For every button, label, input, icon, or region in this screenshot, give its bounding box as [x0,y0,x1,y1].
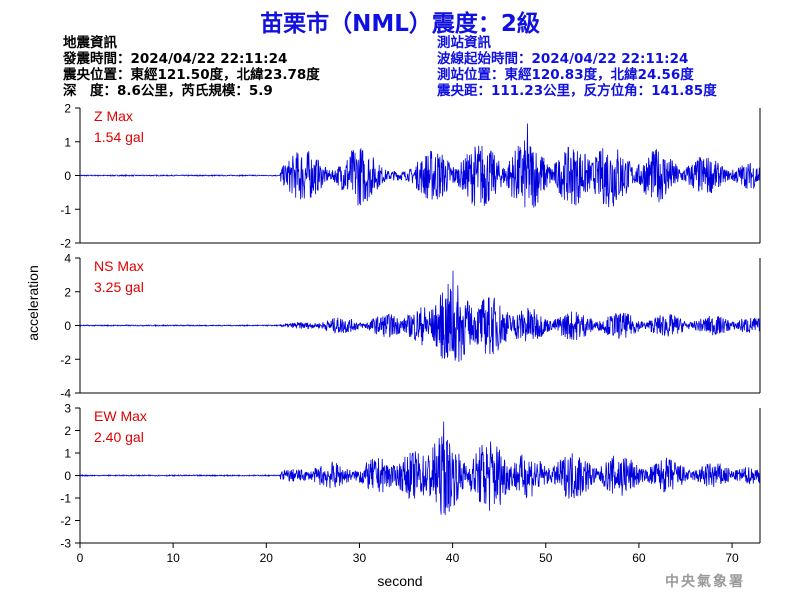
panel-EW-ytick-label: -2 [60,514,71,528]
agency-name: 中央氣象署 [665,574,745,590]
panel-EW-max-label: EW Max [94,408,147,424]
panel-EW-waveform [79,421,760,515]
panel-Z-waveform [79,123,760,208]
panel-EW-ytick-label: 1 [64,447,71,461]
panel-EW-ytick-label: 2 [64,424,71,438]
earthquake-info-heading: 地震資訊 [63,35,117,51]
earthquake-info: 地震資訊 發震時間：2024/04/22 22:11:24 震央位置：東經121… [63,35,320,99]
panel-Z-ytick-label: -1 [60,203,71,217]
x-axis-label: second [377,573,422,589]
xtick-label: 40 [446,551,460,565]
panel-NS-max-value: 3.25 gal [94,279,144,295]
panel-NS-ytick-label: 4 [64,252,71,266]
xtick-label: 70 [725,551,739,565]
chart-title: 苗栗市（NML）震度：2級 [260,11,540,37]
panel-Z-ytick-label: -2 [60,237,71,251]
panel-Z-max-label: Z Max [94,108,133,124]
y-axis-label: acceleration [25,265,41,341]
panel-EW-ytick-label: -3 [60,537,71,551]
xtick-label: 20 [260,551,274,565]
panel-Z-max-value: 1.54 gal [94,129,144,145]
depth-magnitude: 深 度：8.6公里，芮氏規模：5.9 [63,83,273,99]
panel-NS-waveform [79,270,760,362]
xtick-label: 60 [632,551,646,565]
panel-EW-max-value: 2.40 gal [94,429,144,445]
station-location: 測站位置：東經120.83度，北緯24.56度 [437,67,694,83]
panel-EW-ytick-label: 3 [64,402,71,416]
panel-NS-ytick-label: 2 [64,285,71,299]
xtick-label: 0 [77,551,84,565]
epicenter-location: 震央位置：東經121.50度，北緯23.78度 [63,67,320,83]
panel-EW-ytick-label: 0 [64,469,71,483]
panel-Z-ytick-label: 0 [64,169,71,183]
panel-NS-ytick-label: -4 [60,387,71,401]
origin-time: 發震時間：2024/04/22 22:11:24 [63,51,288,67]
waveform-start-time: 波線起始時間：2024/04/22 22:11:24 [437,51,689,67]
xtick-label: 50 [539,551,553,565]
xtick-label: 30 [353,551,367,565]
xtick-label: 10 [166,551,180,565]
panel-Z-ytick-label: 2 [64,102,71,116]
station-info-heading: 測站資訊 [437,35,491,51]
epicentral-distance: 震央距：111.23公里，反方位角：141.85度 [437,83,717,99]
panel-EW-ytick-label: -1 [60,492,71,506]
panel-NS-ytick-label: -2 [60,353,71,367]
panel-NS-max-label: NS Max [94,258,144,274]
station-info: 測站資訊 波線起始時間：2024/04/22 22:11:24 測站位置：東經1… [437,35,717,99]
panel-Z-ytick-label: 1 [64,135,71,149]
panel-NS-ytick-label: 0 [64,319,71,333]
